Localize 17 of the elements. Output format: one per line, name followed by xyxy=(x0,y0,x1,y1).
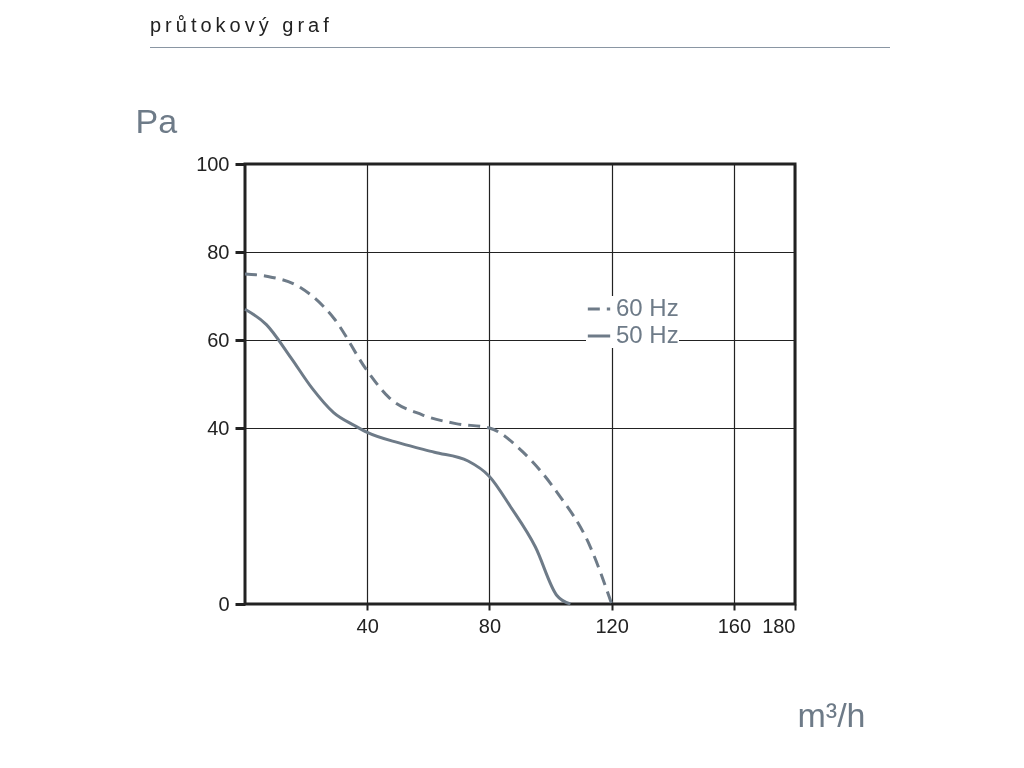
y-tick-label: 60 xyxy=(207,328,230,351)
legend-label: 50 Hz xyxy=(616,321,679,348)
x-tick-label: 180 xyxy=(762,614,796,637)
x-tick-label: 160 xyxy=(717,614,752,637)
x-axis-title: m³/h xyxy=(797,695,866,734)
x-tick-label: 120 xyxy=(595,614,629,637)
chart-title: průtokový graf xyxy=(150,14,890,48)
y-tick-label: 80 xyxy=(207,240,230,263)
x-tick-label: 80 xyxy=(478,614,502,637)
y-tick-label: 100 xyxy=(196,152,230,175)
legend-label: 60 Hz xyxy=(616,294,679,321)
y-tick-label: 0 xyxy=(218,592,230,615)
line-series xyxy=(243,307,572,606)
y-axis-title: Pa xyxy=(135,101,178,140)
line-series xyxy=(243,272,614,606)
x-tick-label: 40 xyxy=(356,614,379,637)
y-tick-label: 40 xyxy=(207,416,230,439)
